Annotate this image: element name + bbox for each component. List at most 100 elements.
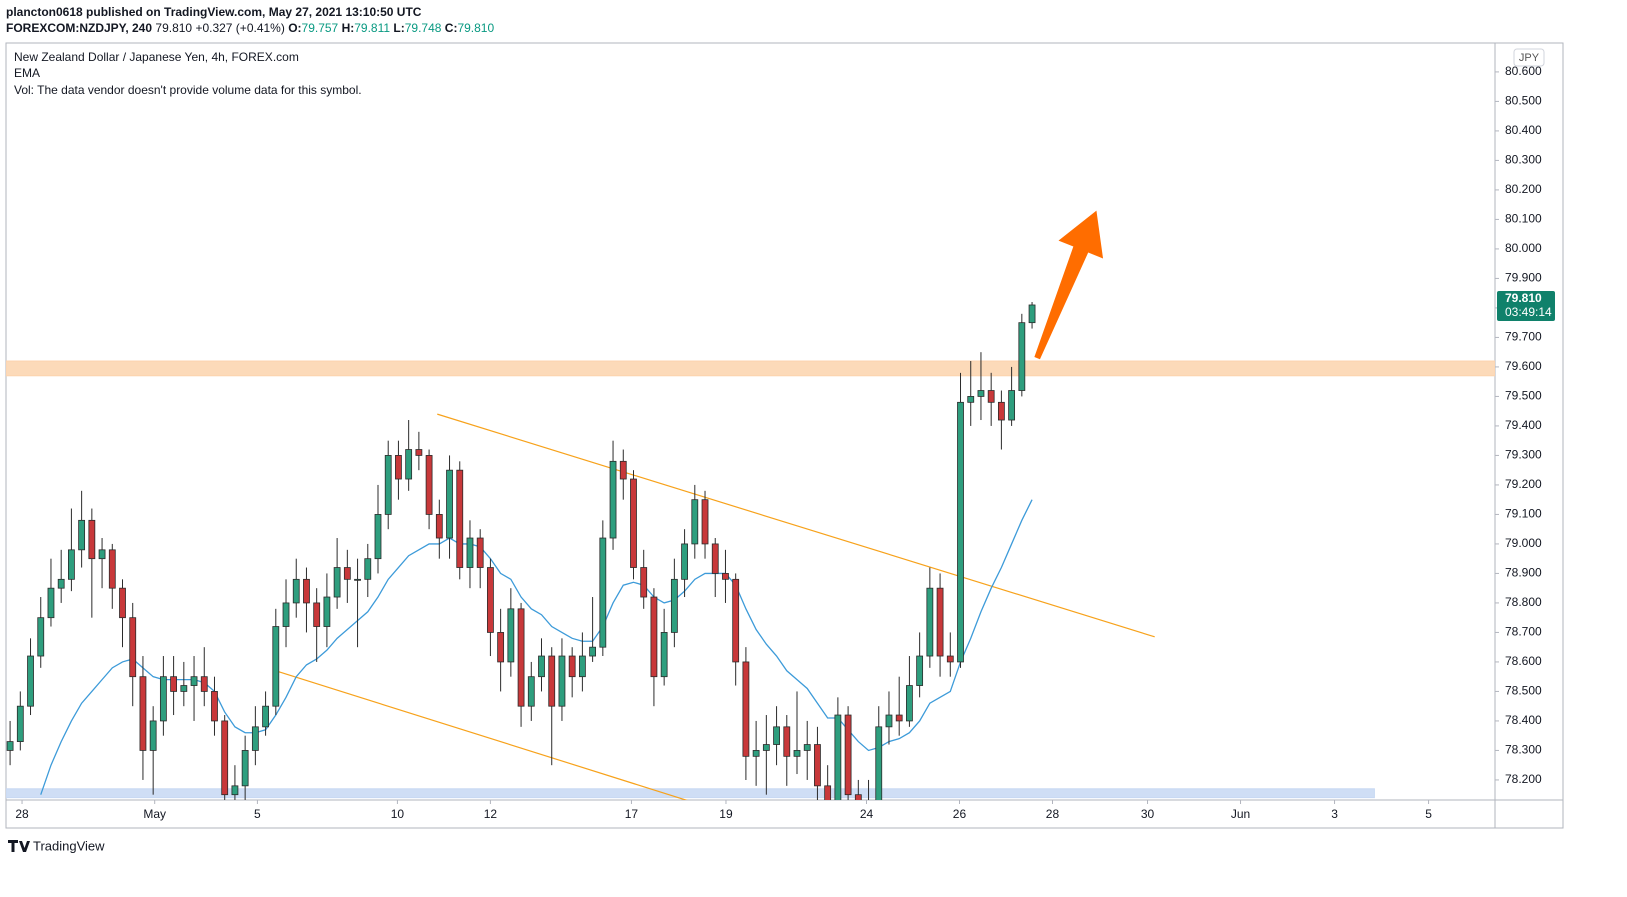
candle-body — [405, 449, 413, 480]
y-tick-label: 80.300 — [1505, 153, 1542, 167]
candle-body — [517, 608, 525, 707]
candle-body — [854, 794, 862, 800]
candle-body — [343, 567, 351, 580]
trend-line — [275, 670, 688, 800]
y-tick-label: 79.400 — [1505, 418, 1542, 432]
candle-body — [916, 655, 924, 686]
h-label: H: — [341, 21, 355, 35]
y-tick-label: 79.100 — [1505, 507, 1542, 521]
candle-body — [568, 655, 576, 678]
ema-line — [40, 499, 1033, 795]
candle-body — [333, 567, 341, 598]
legend-volume: Vol: The data vendor doesn't provide vol… — [14, 83, 362, 97]
x-tick-label: 5 — [254, 807, 261, 821]
candle-body — [844, 714, 852, 796]
y-tick-label: 79.000 — [1505, 536, 1542, 550]
publisher: plancton0618 published on TradingView.co… — [6, 5, 422, 19]
brand-logo — [8, 840, 30, 852]
y-tick-label: 78.800 — [1505, 595, 1542, 609]
y-tick-label: 80.600 — [1505, 64, 1542, 78]
candle-body — [722, 573, 729, 580]
y-tick-label: 78.200 — [1505, 772, 1542, 786]
candle-body — [37, 617, 45, 657]
o-label: O: — [288, 21, 302, 35]
candle-body — [68, 549, 75, 580]
symbol-line: FOREXCOM:NZDJPY, 240 79.810 +0.327 (+0.4… — [6, 21, 494, 35]
candle-body — [251, 726, 259, 751]
x-tick-label: 3 — [1331, 807, 1338, 821]
candle-body — [650, 596, 658, 678]
y-tick-label: 80.100 — [1505, 212, 1542, 226]
candle-body — [967, 396, 975, 403]
candle-body — [977, 390, 985, 397]
legend-ema: EMA — [14, 66, 40, 80]
candle-body — [446, 469, 453, 539]
candle-body — [180, 685, 188, 692]
candle-body — [578, 655, 586, 678]
candle-body — [670, 578, 678, 633]
trend-line — [437, 413, 1155, 638]
legend-title: New Zealand Dollar / Japanese Yen, 4h, F… — [14, 50, 299, 64]
candle-body — [926, 587, 934, 657]
candle-body — [139, 676, 147, 751]
candle-body — [323, 596, 331, 627]
candle-body — [476, 537, 484, 568]
candle-body — [211, 691, 218, 722]
candle-body — [364, 558, 372, 580]
x-tick-label: 5 — [1425, 807, 1432, 821]
candle-body — [221, 720, 229, 796]
l-label: L: — [393, 21, 405, 35]
candle-body — [231, 785, 239, 796]
candle-body — [170, 676, 178, 692]
candle-body — [885, 714, 893, 728]
x-tick-label: 28 — [1046, 807, 1060, 821]
candle-body — [27, 655, 34, 707]
h-value: 79.811 — [354, 21, 391, 35]
candle-body — [47, 587, 55, 619]
currency-box — [1513, 48, 1545, 67]
x-tick-label: 12 — [484, 807, 498, 821]
price-badge-countdown: 03:49:14 — [1505, 305, 1552, 319]
candle-body — [507, 608, 515, 663]
candle-body — [384, 455, 392, 515]
x-tick-label: 19 — [719, 807, 733, 821]
candle-body — [691, 499, 699, 545]
y-tick-label: 79.300 — [1505, 448, 1542, 462]
candle-body — [732, 578, 740, 663]
candle-body — [487, 567, 494, 633]
candle-body — [119, 587, 126, 619]
candle-body — [824, 785, 832, 800]
candle-body — [108, 549, 116, 589]
candle-body — [701, 499, 709, 545]
y-tick-label: 79.800 — [1505, 300, 1542, 314]
candle-body — [783, 726, 791, 757]
o-value: 79.757 — [301, 21, 339, 35]
candle-body — [762, 744, 770, 751]
candle-body — [415, 449, 423, 456]
candle-body — [609, 460, 617, 539]
y-tick-label: 80.500 — [1505, 94, 1542, 108]
candle-body — [793, 750, 801, 757]
candle-body — [997, 401, 1005, 421]
y-tick-label: 79.700 — [1505, 330, 1542, 344]
y-tick-label: 80.000 — [1505, 241, 1542, 255]
brand: TradingView — [8, 838, 105, 853]
candle-body — [425, 455, 433, 515]
candle-body — [619, 460, 627, 480]
x-tick-label: 30 — [1141, 807, 1155, 821]
y-tick-label: 78.400 — [1505, 713, 1542, 727]
candle-body — [272, 626, 280, 707]
l-value: 79.748 — [404, 21, 442, 35]
plot-area — [6, 210, 1495, 816]
y-tick-label: 80.200 — [1505, 182, 1542, 196]
candle-body — [538, 655, 545, 678]
x-tick-label: 17 — [625, 807, 639, 821]
c-label: C: — [444, 21, 458, 35]
candle-body — [241, 750, 249, 787]
currency: JPY — [1519, 52, 1540, 64]
candle-body — [957, 401, 964, 663]
candle-body — [803, 744, 811, 751]
y-tick-label: 79.500 — [1505, 389, 1542, 403]
candle-body — [866, 804, 872, 816]
